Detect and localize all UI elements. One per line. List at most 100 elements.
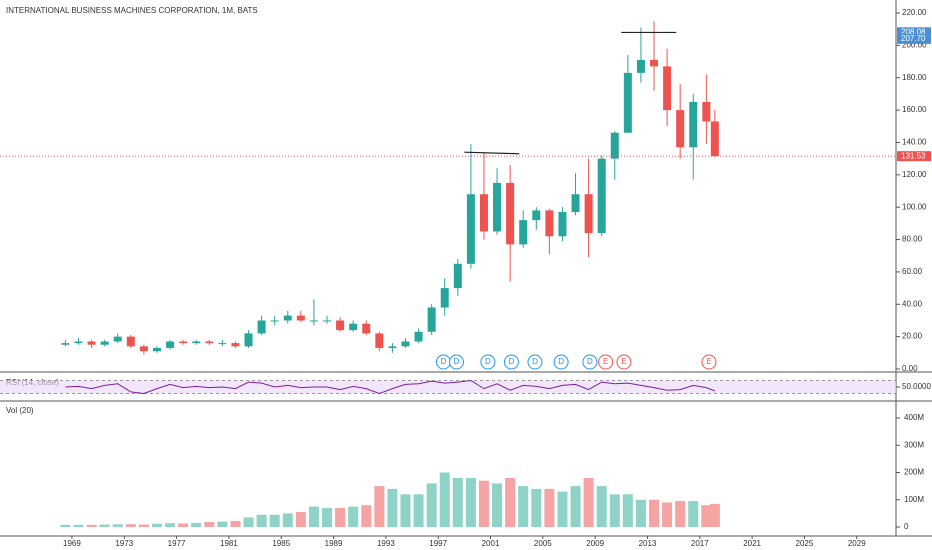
price-label: 208.08 <box>901 27 926 36</box>
volume-bar <box>178 523 189 527</box>
volume-bar <box>243 517 254 527</box>
volume-bar <box>649 499 660 527</box>
event-marker <box>582 354 598 370</box>
volume-bar <box>308 506 319 527</box>
x-tick-label: 2021 <box>743 539 761 548</box>
candle-body <box>558 212 567 237</box>
candle-body <box>139 346 148 352</box>
candle-body <box>61 343 70 345</box>
y-tick-label: 160.00 <box>902 105 927 114</box>
event-label: D <box>441 357 447 366</box>
x-tick-label: 2017 <box>691 539 709 548</box>
volume-bar <box>583 477 594 527</box>
volume-bar <box>709 503 720 527</box>
y-tick-label: 220.00 <box>902 8 927 17</box>
volume-bar <box>361 505 372 527</box>
volume-bar <box>230 521 241 527</box>
candle-body <box>152 347 161 352</box>
volume-bar <box>335 507 346 527</box>
candle-body <box>257 320 266 334</box>
volume-bar <box>570 486 581 527</box>
event-label: D <box>509 357 515 366</box>
y-tick-label: 20.00 <box>902 332 923 341</box>
candle-body <box>166 341 175 348</box>
candle-body <box>689 102 698 148</box>
volume-bar <box>269 514 280 527</box>
candle-body <box>362 323 371 334</box>
rsi-line <box>65 379 716 395</box>
candle-body <box>323 320 332 322</box>
trend-line <box>464 151 520 155</box>
x-tick-label: 1977 <box>168 539 186 548</box>
candle-body <box>663 66 672 111</box>
event-label: E <box>621 357 626 366</box>
volume-bar <box>426 483 437 527</box>
x-tick-label: 1981 <box>220 539 238 548</box>
candle-body <box>375 333 384 348</box>
event-label: D <box>558 357 564 366</box>
x-tick-label: 2001 <box>482 539 500 548</box>
volume-bar <box>518 486 529 527</box>
x-tick-label: 1989 <box>325 539 343 548</box>
volume-bar <box>505 477 516 527</box>
price-label-box <box>897 151 931 162</box>
volume-bar <box>112 524 123 527</box>
candle-body <box>571 194 580 213</box>
candle-body <box>466 194 475 264</box>
candle-body <box>100 341 109 345</box>
candle-body <box>710 121 719 157</box>
volume-bar <box>609 494 620 527</box>
volume-bar <box>688 501 699 527</box>
y-tick-label: 40.00 <box>902 299 923 308</box>
candle-body <box>401 341 410 347</box>
volume-bar <box>465 477 476 527</box>
volume-bar <box>675 501 686 527</box>
candle-body <box>650 59 659 67</box>
volume-bar <box>413 494 424 527</box>
x-tick-label: 1973 <box>115 539 133 548</box>
volume-bar <box>701 505 712 527</box>
y-tick-label: 0 <box>904 522 909 531</box>
volume-bar <box>557 491 568 527</box>
volume-bar <box>452 477 463 527</box>
volume-bar <box>99 524 110 527</box>
volume-title: Vol (20) <box>6 406 34 415</box>
volume-bar <box>635 499 646 527</box>
candle-body <box>453 263 462 289</box>
volume-bar <box>478 480 489 527</box>
candle-body <box>623 72 632 133</box>
x-tick-label: 1985 <box>272 539 290 548</box>
candle-body <box>192 341 201 344</box>
volume-bar <box>374 486 385 527</box>
event-marker <box>553 354 569 370</box>
y-tick-label: 100M <box>904 495 924 504</box>
x-tick-label: 1997 <box>429 539 447 548</box>
price-label-box <box>897 27 931 38</box>
x-tick-label: 1969 <box>63 539 81 548</box>
volume-bar <box>86 524 97 527</box>
candle-body <box>270 320 279 322</box>
event-marker <box>449 354 465 370</box>
candle-body <box>532 210 541 221</box>
candle-body <box>414 331 423 342</box>
candle-body <box>597 158 606 234</box>
volume-bar <box>256 514 267 527</box>
volume-bar <box>60 524 71 527</box>
y-tick-label: 50.0000 <box>902 382 931 391</box>
y-tick-label: 400M <box>904 413 924 422</box>
price-label: 131.53 <box>901 151 926 160</box>
event-marker <box>527 354 543 370</box>
candle-body <box>584 194 593 234</box>
y-tick-label: 80.00 <box>902 235 923 244</box>
volume-bar <box>348 506 359 527</box>
candle-body <box>519 220 528 245</box>
volume-bar <box>439 472 450 527</box>
x-tick-label: 2013 <box>639 539 657 548</box>
volume-bar <box>73 524 84 527</box>
volume-bar <box>282 513 293 527</box>
volume-bar <box>596 486 607 527</box>
event-marker <box>616 354 632 370</box>
candle-body <box>218 343 227 345</box>
